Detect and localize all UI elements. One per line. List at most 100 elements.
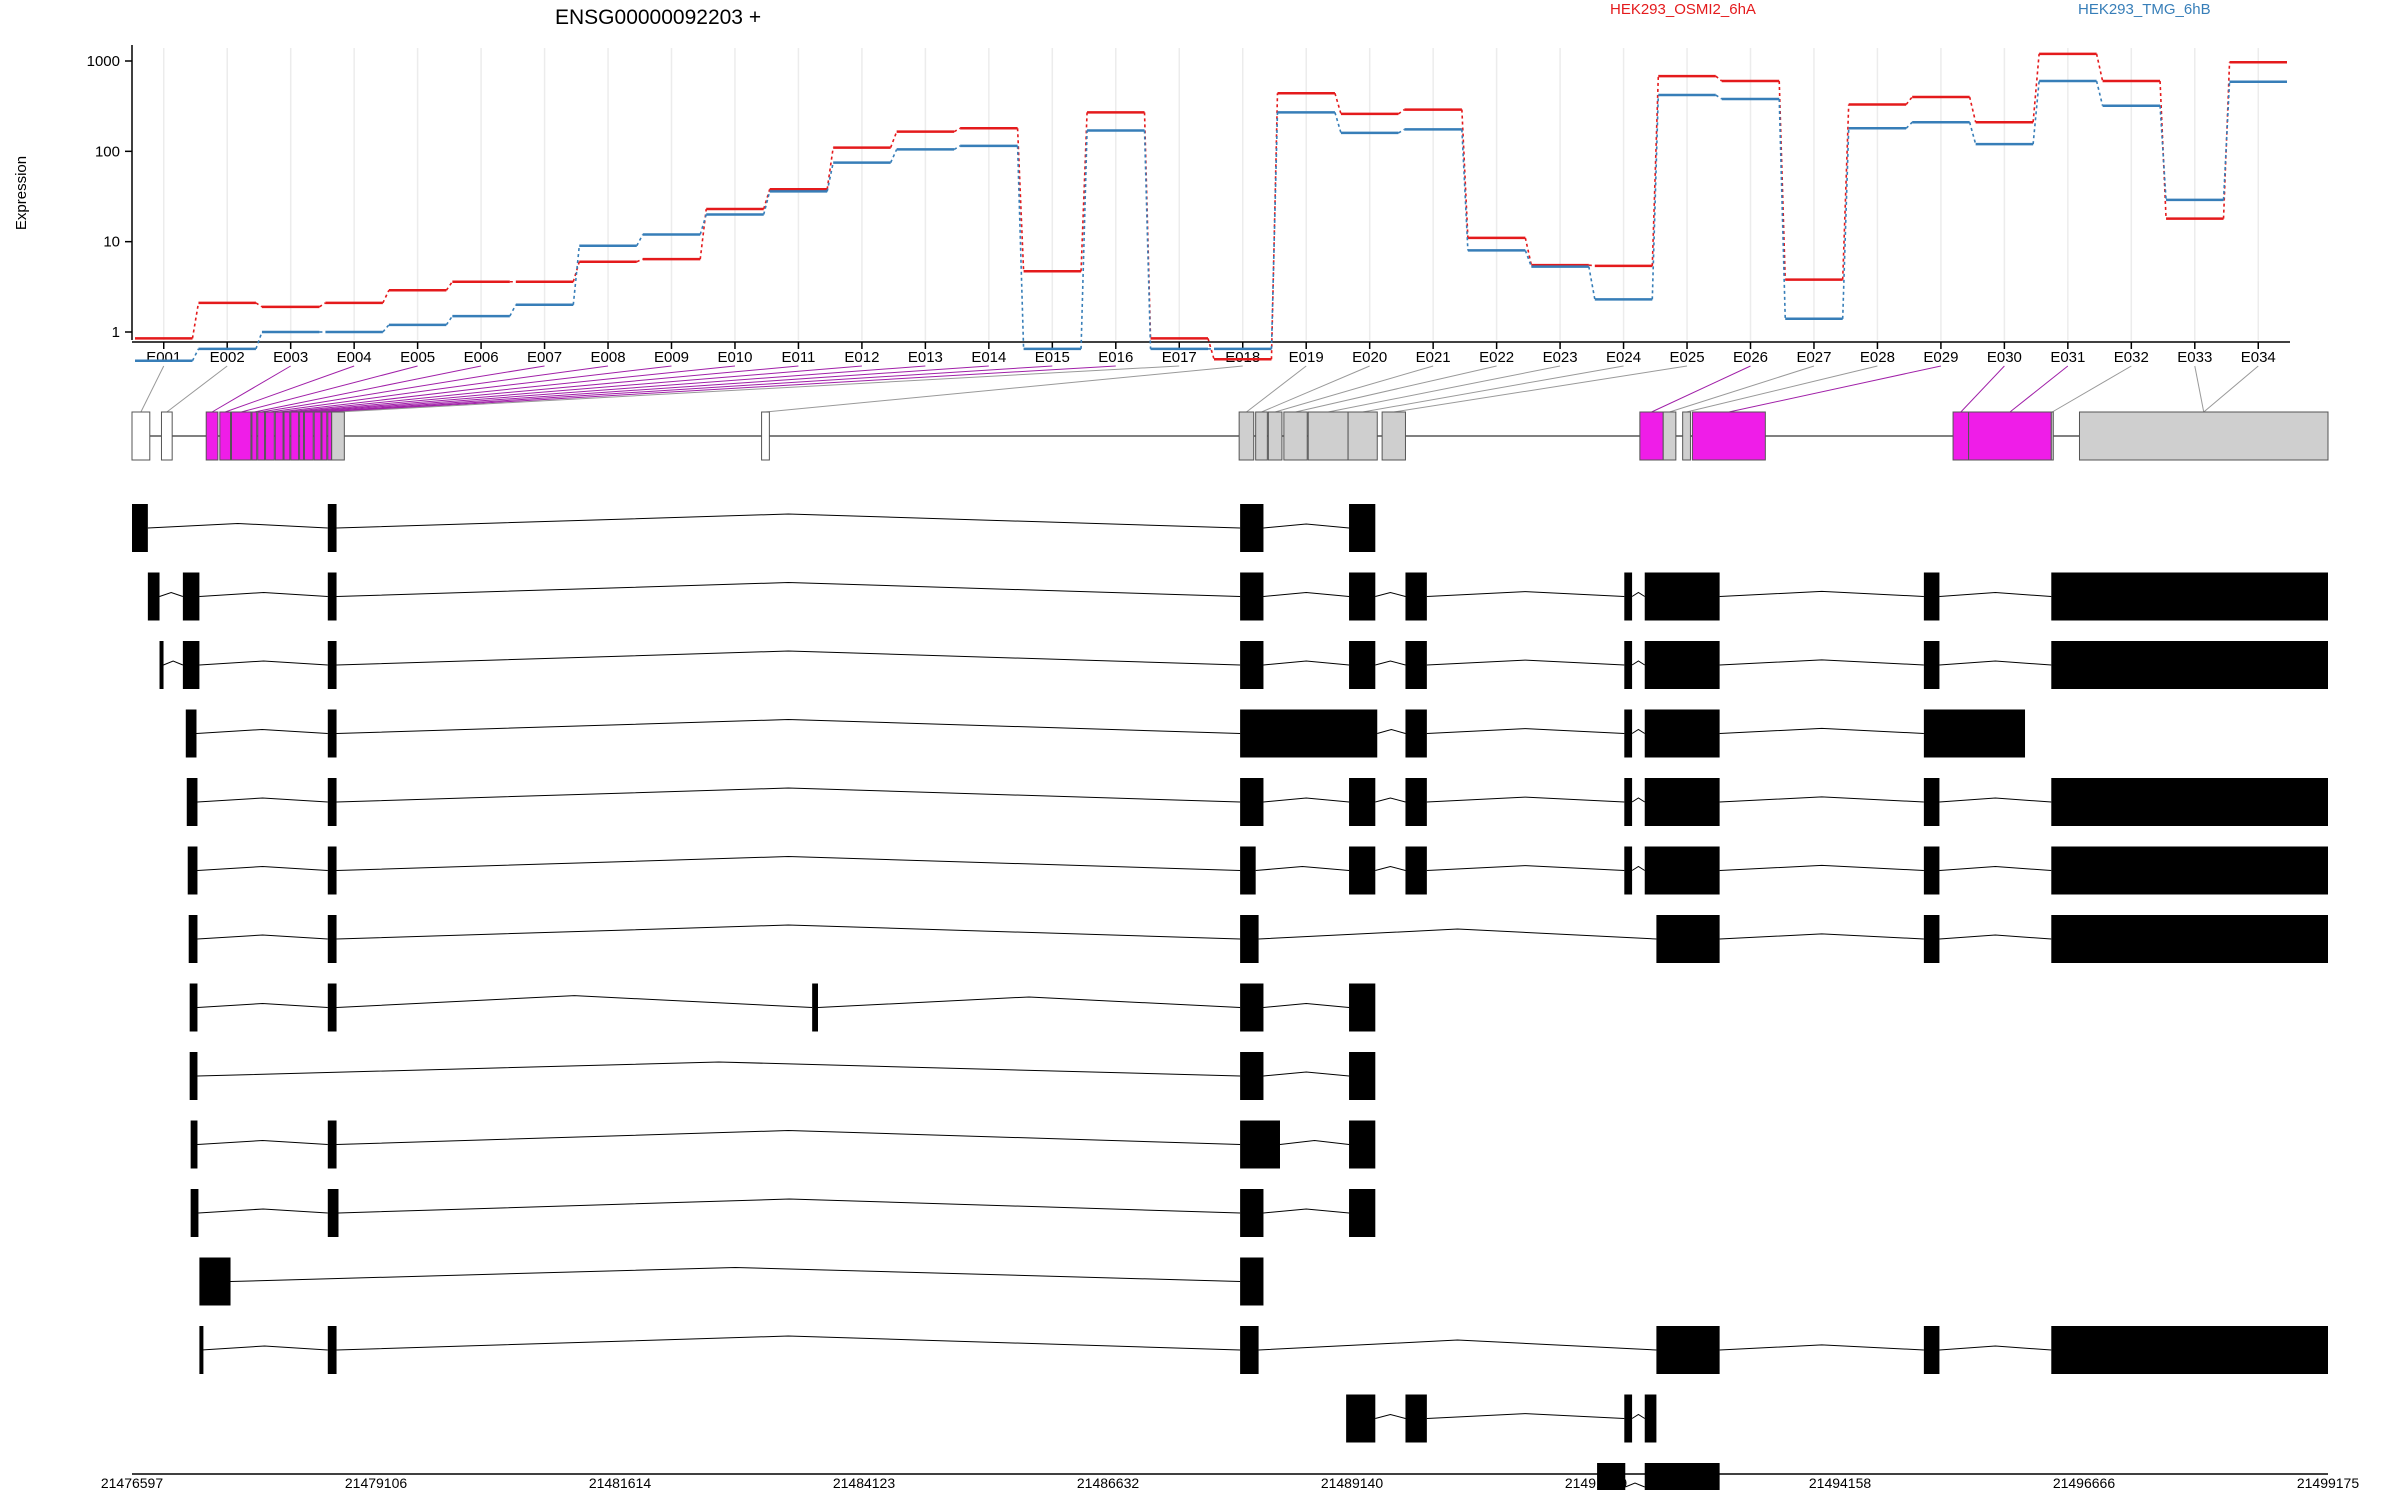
intron-line (197, 1139, 328, 1145)
genomic-axis: 21476597 21479106 21481614 21484123 21486632… (101, 1473, 2359, 1490)
intron-line (817, 996, 1241, 1008)
exon-label: E002 (210, 349, 245, 366)
transcript-row (190, 1189, 1376, 1237)
genomic-tick-label: 21494158 (1809, 1475, 1872, 1490)
expression-step (1715, 94, 1723, 100)
expression-step (1334, 92, 1342, 115)
exon-bin (1307, 411, 1349, 461)
exon-block (1644, 641, 1720, 689)
exon-label: E020 (1352, 349, 1387, 366)
intron-line (1719, 590, 1924, 597)
exon-block (1240, 1052, 1264, 1100)
transcript-row (199, 1257, 1264, 1306)
expression-step (953, 145, 961, 151)
exon-bin (1238, 411, 1255, 461)
exon-bin (761, 411, 770, 461)
exon-block (1624, 709, 1633, 758)
intron-line (196, 728, 328, 734)
exon-bin (1952, 411, 1970, 461)
intron-line (336, 718, 1241, 734)
expression-step (1016, 145, 1025, 349)
intron-line (1258, 1339, 1657, 1351)
expression-step (1143, 130, 1152, 349)
exon-block (1644, 709, 1720, 758)
intron-line (1625, 1482, 1645, 1488)
exon-block (1644, 846, 1720, 895)
exon-block (1405, 846, 1427, 895)
exon-block (185, 709, 197, 758)
expression-step (1778, 98, 1787, 319)
expression-step (445, 281, 454, 291)
exon-block (1240, 572, 1264, 621)
y-tick-label: 1 (112, 324, 120, 341)
exon-block (2051, 915, 2328, 963)
transcript-row (189, 1052, 1376, 1100)
exon-block (327, 1326, 337, 1374)
expression-step (2032, 80, 2040, 145)
exon-connector (2052, 365, 2132, 413)
exon-label: E001 (146, 349, 181, 366)
exon-block (812, 983, 818, 1032)
exon-block (327, 504, 337, 552)
expression-step (445, 315, 454, 326)
expression-step (572, 245, 581, 305)
exon-label: E025 (1670, 349, 1705, 366)
intron-line (201, 1345, 328, 1351)
exon-connector (1295, 365, 1497, 413)
exon-block (1923, 846, 1940, 895)
expression-step (762, 191, 771, 215)
transcript-row (185, 709, 2026, 758)
intron-line (1426, 865, 1625, 871)
intron-line (1939, 1345, 2052, 1351)
exon-bin (160, 411, 173, 461)
expression-step (1651, 95, 1660, 300)
exon-label: E011 (781, 349, 815, 366)
exon-connector (2203, 365, 2259, 413)
exon-block (1644, 1463, 1720, 1490)
exon-block (159, 641, 164, 689)
exon-connector (337, 365, 1180, 413)
intron-line (1939, 591, 2052, 597)
expression-step (636, 234, 644, 247)
expression-series (135, 52, 2287, 363)
exon-connector (1261, 365, 1370, 413)
exon-block (327, 709, 337, 758)
exon-block (190, 1189, 199, 1237)
genomic-tick-label: 21486632 (1077, 1475, 1140, 1490)
expression-step (1334, 112, 1342, 134)
exon-label: E022 (1479, 349, 1514, 366)
exon-bin (131, 411, 151, 461)
exon-connector (1274, 365, 1434, 413)
exon-bin (331, 411, 345, 461)
exon-label: E027 (1796, 349, 1831, 366)
exon-block (1405, 572, 1427, 621)
exon-connector (1362, 365, 1624, 413)
intron-line (159, 591, 184, 597)
exon-block (1349, 846, 1376, 895)
exon-bin (219, 411, 232, 461)
expression-step (255, 302, 263, 308)
exon-label: E014 (971, 349, 1006, 366)
intron-line (1279, 1139, 1350, 1145)
exon-block (2051, 572, 2328, 621)
exon-block (1923, 915, 1940, 963)
transcript-row (132, 504, 1376, 552)
exon-block (327, 983, 337, 1032)
exon-connector (286, 365, 736, 413)
exon-connector (308, 365, 926, 413)
expression-step (191, 302, 200, 339)
intron-line (1426, 591, 1625, 597)
exon-block (1923, 709, 2026, 758)
exon-block (327, 1120, 337, 1169)
exon-connectors (140, 365, 2259, 413)
exon-block (327, 846, 337, 895)
exon-label: E018 (1225, 349, 1260, 366)
exon-block (1405, 1394, 1427, 1443)
intron-line (197, 934, 328, 940)
transcript-row (187, 846, 2328, 895)
expression-step (826, 162, 834, 192)
intron-line (1631, 797, 1645, 803)
exon-label: E006 (464, 349, 499, 366)
intron-line (336, 1335, 1241, 1351)
expression-step (2159, 105, 2167, 200)
